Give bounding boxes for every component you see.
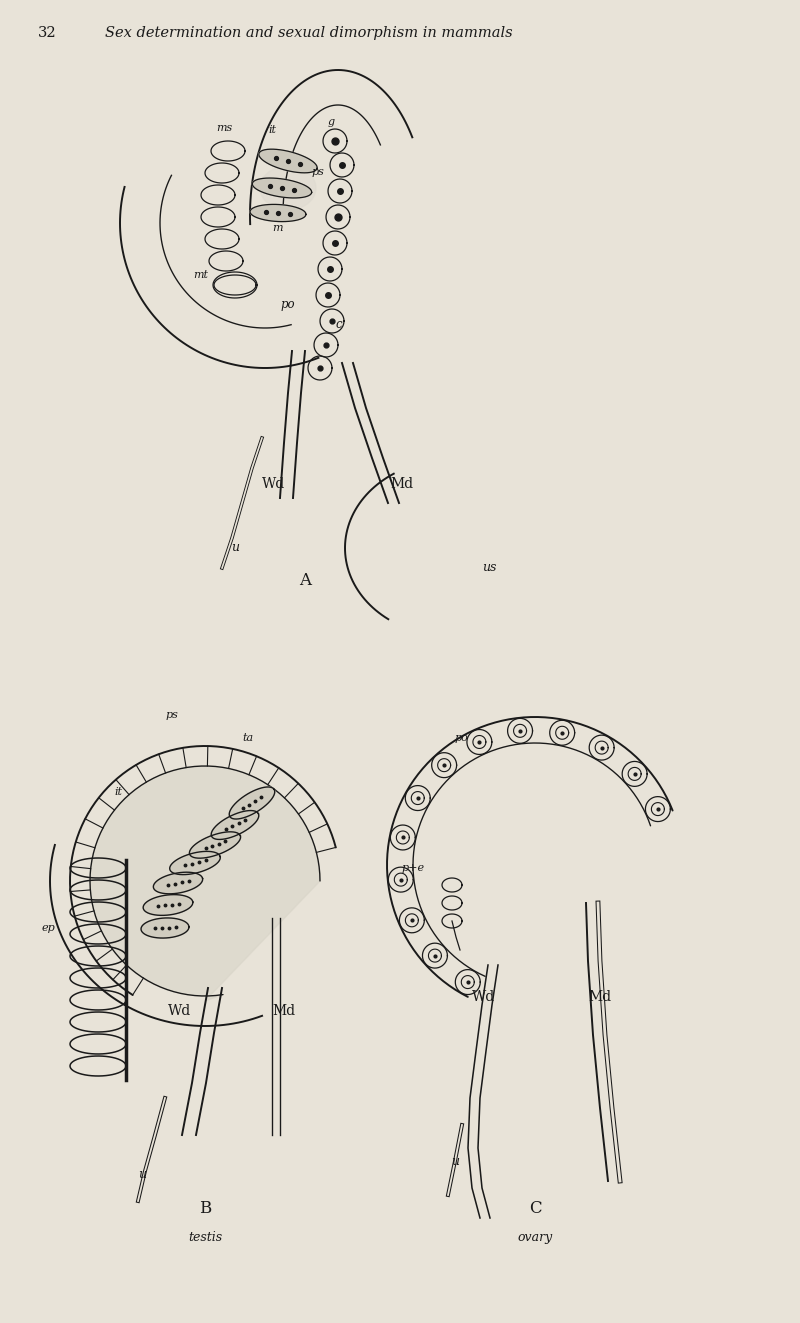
Text: B: B [199, 1200, 211, 1217]
Polygon shape [260, 165, 316, 210]
Text: u: u [231, 541, 239, 554]
Polygon shape [250, 205, 306, 222]
Text: Md: Md [588, 990, 611, 1004]
Text: m: m [272, 224, 282, 233]
Text: p+e: p+e [402, 863, 425, 873]
Text: ps: ps [166, 710, 178, 720]
Polygon shape [230, 787, 274, 819]
Text: Md: Md [390, 478, 413, 491]
Text: u: u [451, 1155, 459, 1168]
Text: ms: ms [216, 123, 232, 134]
Polygon shape [90, 766, 320, 1002]
Polygon shape [170, 852, 220, 875]
Text: Wd: Wd [472, 990, 495, 1004]
Text: A: A [299, 572, 311, 589]
Text: testis: testis [188, 1230, 222, 1244]
Text: it: it [114, 787, 122, 796]
Text: Md: Md [272, 1004, 295, 1017]
Polygon shape [190, 832, 241, 859]
Text: ovary: ovary [518, 1230, 553, 1244]
Text: ep: ep [42, 923, 55, 933]
Text: ps: ps [312, 167, 325, 177]
Text: u: u [138, 1168, 146, 1181]
Text: Wd: Wd [262, 478, 286, 491]
Text: po: po [455, 733, 469, 744]
Text: mt: mt [193, 270, 208, 280]
Text: c: c [335, 318, 342, 331]
Polygon shape [259, 149, 317, 173]
Text: it: it [268, 124, 276, 135]
Text: us: us [482, 561, 496, 574]
Text: g: g [328, 116, 335, 127]
Polygon shape [154, 872, 202, 894]
Text: ta: ta [242, 733, 253, 744]
Text: Wd: Wd [168, 1004, 191, 1017]
Text: Sex determination and sexual dimorphism in mammals: Sex determination and sexual dimorphism … [105, 26, 513, 40]
Text: po: po [280, 298, 295, 311]
Polygon shape [143, 894, 193, 916]
Text: 32: 32 [38, 26, 57, 40]
Polygon shape [252, 179, 312, 198]
Text: C: C [529, 1200, 542, 1217]
Polygon shape [141, 918, 189, 938]
Polygon shape [211, 811, 258, 840]
